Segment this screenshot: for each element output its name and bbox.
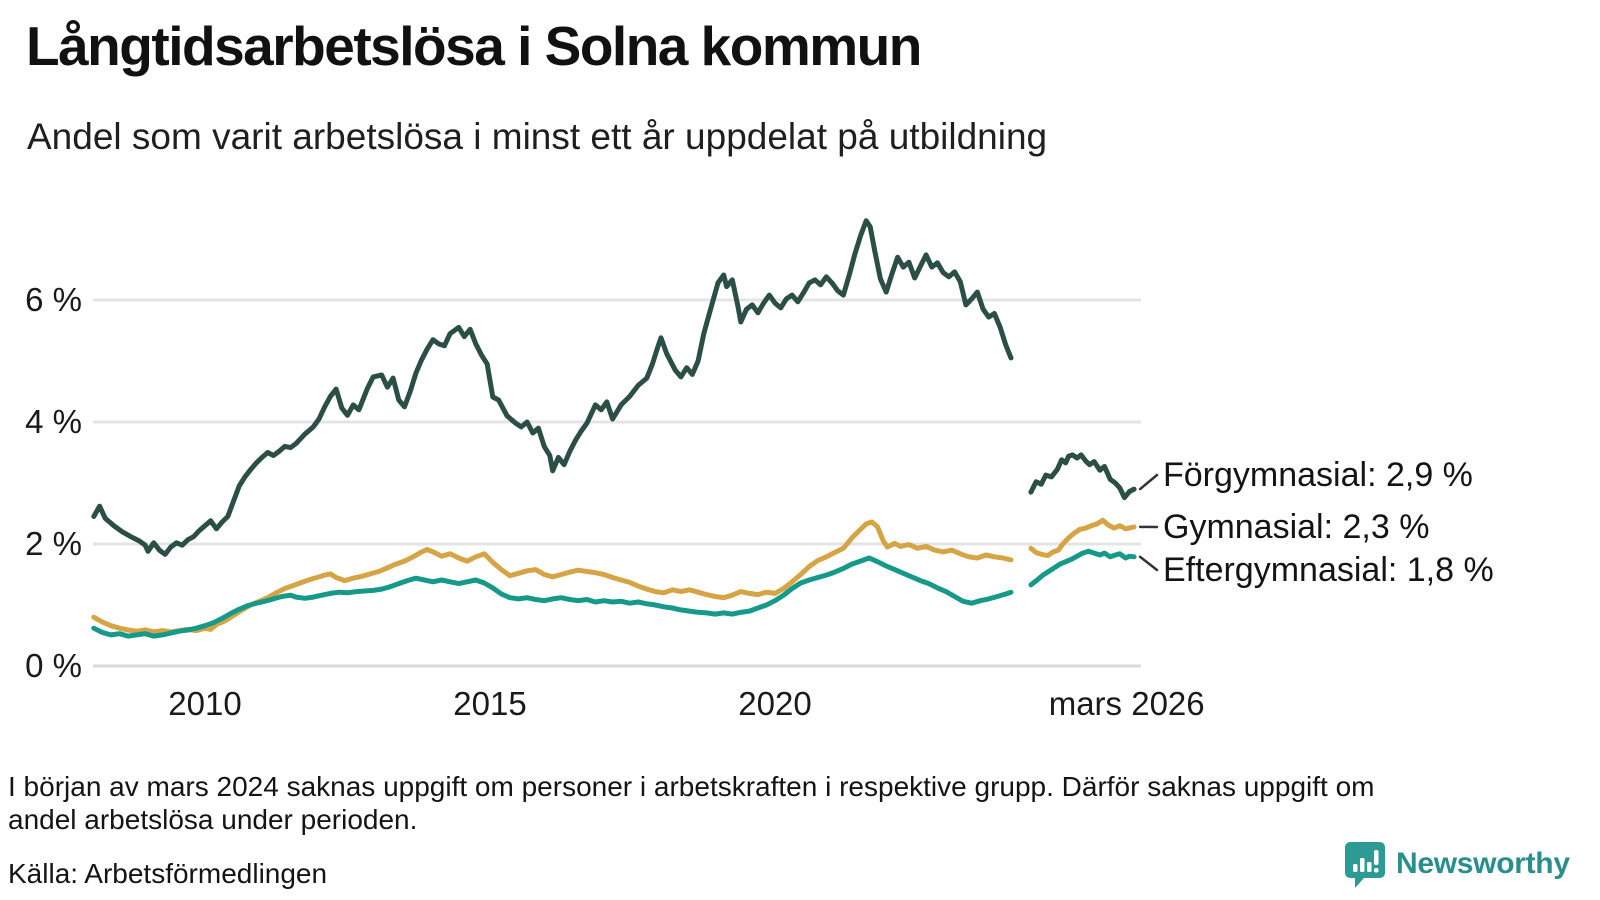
series-line-eftergymnasial <box>91 555 1014 639</box>
x-axis-tick-label-mars-2026: mars 2026 <box>1048 685 1205 722</box>
y-axis-tick-label-4: 4 % <box>25 403 82 440</box>
newsworthy-bubble-chart-icon <box>1343 840 1387 888</box>
source-label: Källa: Arbetsförmedlingen <box>8 858 328 889</box>
newsworthy-logo: Newsworthy <box>1343 840 1570 888</box>
series-end-label-eftergymnasial: Eftergymnasial: 1,8 % <box>1163 551 1494 589</box>
series-line-förgymnasial <box>1028 452 1137 501</box>
series-line-förgymnasial <box>91 218 1014 557</box>
page-title: Långtidsarbetslösa i Solna kommun <box>26 15 922 77</box>
x-axis-tick-label-2020: 2020 <box>738 685 812 722</box>
series-end-label-gymnasial: Gymnasial: 2,3 % <box>1163 508 1430 546</box>
chart-area: 0 % 2 % 4 % 6 % 2010 2015 2020 mars 2026… <box>25 218 1494 722</box>
series-end-label-forgymnasial: Förgymnasial: 2,9 % <box>1163 456 1473 494</box>
y-axis-tick-label-0: 0 % <box>25 647 82 684</box>
x-axis-tick-label-2015: 2015 <box>453 685 527 722</box>
series-line-gymnasial <box>1028 517 1137 559</box>
series-line-gymnasial <box>91 519 1014 635</box>
label-leader-line <box>1138 473 1159 491</box>
series-line-eftergymnasial <box>1028 548 1137 588</box>
label-leader-line <box>1138 555 1159 572</box>
y-axis-tick-label-2: 2 % <box>25 525 82 562</box>
chart-footnote: I början av mars 2024 saknas uppgift om … <box>8 770 1588 836</box>
x-axis-tick-label-2010: 2010 <box>168 685 242 722</box>
y-axis-tick-label-6: 6 % <box>25 281 82 318</box>
newsworthy-wordmark: Newsworthy <box>1396 847 1570 880</box>
footnote-line-2: andel arbetslösa under perioden. <box>8 804 418 835</box>
chart-subtitle: Andel som varit arbetslösa i minst ett å… <box>27 116 1048 157</box>
footnote-line-1: I början av mars 2024 saknas uppgift om … <box>8 771 1375 802</box>
chart-canvas <box>91 218 1159 668</box>
